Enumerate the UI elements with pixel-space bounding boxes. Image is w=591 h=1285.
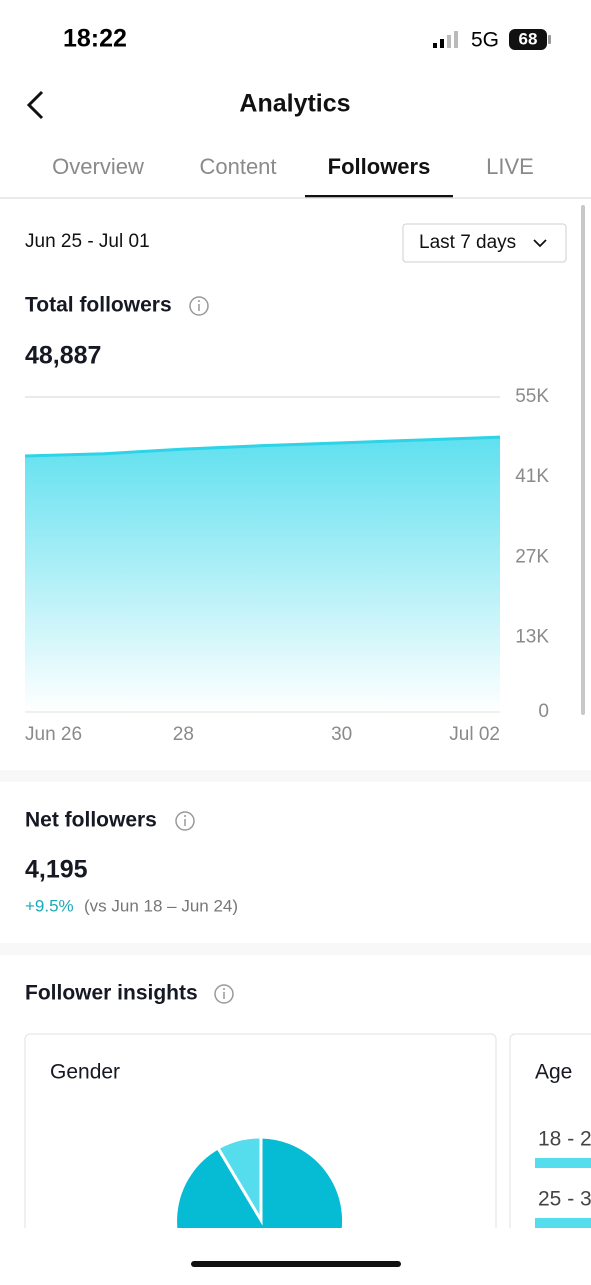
- area-fill: [25, 437, 500, 712]
- info-icon[interactable]: [214, 984, 234, 1004]
- pie-slice: [174, 1135, 346, 1228]
- card-title: Age: [535, 1061, 572, 1084]
- total-value: 48,887: [25, 342, 101, 370]
- area-line: [24, 435, 501, 458]
- net-value: 4,195: [25, 856, 88, 884]
- section-label: Net followers: [25, 809, 157, 832]
- tab-indicator: [305, 195, 453, 198]
- card-title: Gender: [50, 1061, 120, 1084]
- period-dropdown[interactable]: [402, 223, 567, 263]
- insight-cards: Gender Age 18 - 2 25 - 3: [24, 1033, 591, 1280]
- gender-card[interactable]: [24, 1033, 497, 1280]
- age-row-label: 18 - 2: [538, 1128, 591, 1151]
- y-tick-label: 41K: [515, 466, 549, 487]
- back-button[interactable]: [26, 90, 44, 120]
- x-tick-label: Jul 02: [449, 724, 500, 745]
- date-range: Jun 25 - Jul 01: [25, 231, 150, 252]
- page-title: Analytics: [239, 90, 350, 118]
- y-tick-label: 55K: [515, 386, 549, 407]
- battery-icon: [509, 29, 547, 50]
- scrollbar: [581, 205, 585, 715]
- dropdown-chevron: [533, 239, 547, 248]
- signal-icon: [433, 31, 458, 48]
- tab[interactable]: Content: [199, 154, 276, 179]
- y-tick-label: 27K: [515, 546, 549, 567]
- tab-bar: Overview Content Followers LIVE: [52, 154, 534, 198]
- tab[interactable]: Overview: [52, 154, 144, 179]
- period-label: Last 7 days: [419, 232, 516, 253]
- tab[interactable]: LIVE: [486, 154, 534, 179]
- home-indicator: [191, 1261, 401, 1267]
- x-tick-label: 30: [331, 724, 352, 745]
- info-icon[interactable]: [189, 296, 209, 316]
- y-tick-label: 0: [538, 701, 549, 722]
- battery-tip: [548, 35, 551, 44]
- change-percent: +9.5%: [25, 896, 74, 915]
- x-tick-label: Jun 26: [25, 724, 82, 745]
- x-tick-label: 28: [173, 724, 194, 745]
- network-label: 5G: [471, 29, 499, 52]
- section-label: Follower insights: [25, 982, 198, 1005]
- status-time: 18:22: [63, 25, 127, 53]
- age-row-label: 25 - 3: [538, 1188, 591, 1211]
- battery-level: 68: [519, 29, 538, 48]
- age-card[interactable]: [509, 1033, 591, 1280]
- followers-chart: 0 13K 27K 41K 55K Jun 26 28 30 Jul 02: [24, 386, 549, 745]
- tab[interactable]: Followers: [328, 154, 431, 179]
- y-tick-label: 13K: [515, 627, 549, 648]
- pie-slice: [215, 1135, 263, 1226]
- change-comparison: (vs Jun 18 – Jun 24): [84, 896, 238, 915]
- info-icon[interactable]: [175, 811, 195, 831]
- section-separator: [0, 770, 591, 782]
- age-bar: [535, 1158, 591, 1168]
- age-bar: [535, 1218, 591, 1228]
- section-label: Total followers: [25, 294, 172, 317]
- section-separator: [0, 943, 591, 955]
